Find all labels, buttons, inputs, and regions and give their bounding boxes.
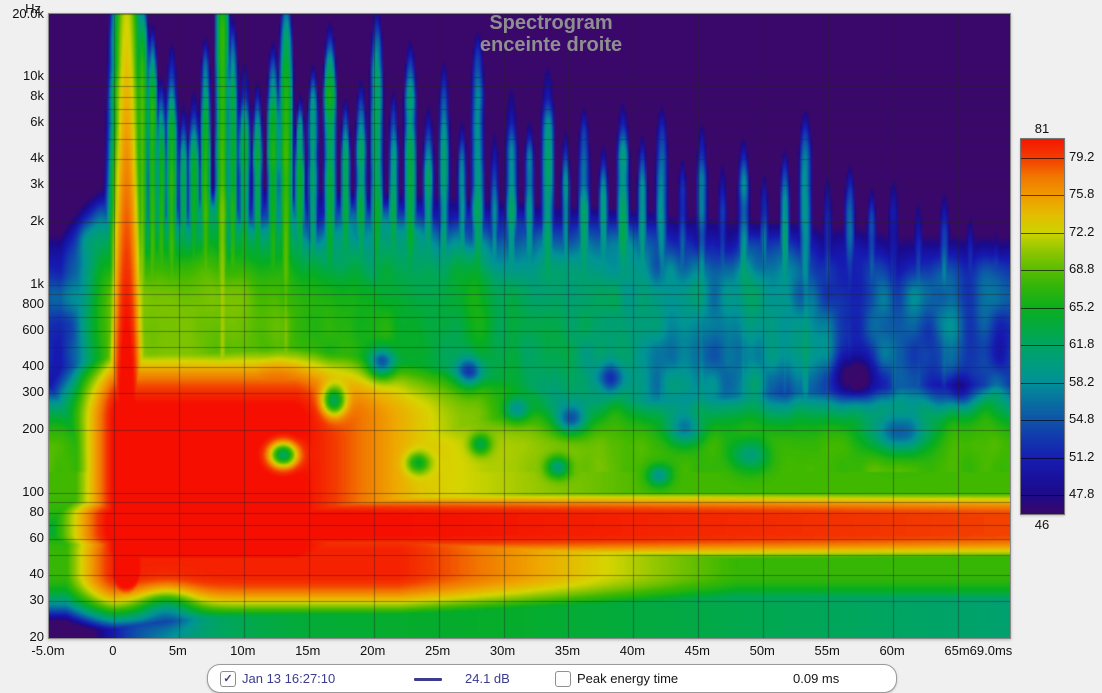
measurement-level-label: 24.1 dB bbox=[465, 671, 510, 686]
x-tick-15m: 15m bbox=[295, 643, 321, 658]
colorbar-max-label: 81 bbox=[1034, 121, 1050, 136]
colorbar-tick-line-79.2 bbox=[1021, 158, 1064, 160]
x-tick-65m: 65m bbox=[944, 643, 970, 658]
y-tick-300: 300 bbox=[22, 384, 44, 400]
y-tick-80: 80 bbox=[29, 503, 44, 519]
x-tick-25m: 25m bbox=[424, 643, 451, 658]
y-tick-2k: 2k bbox=[30, 213, 44, 228]
y-tick-8k: 8k bbox=[30, 87, 44, 103]
x-tick-10m: 10m bbox=[230, 643, 256, 658]
x-tick-20m: 20m bbox=[360, 643, 386, 658]
x-tick-5m: 5m bbox=[168, 643, 187, 658]
colorbar-tick-line-65.2 bbox=[1021, 308, 1064, 310]
colorbar-tick-label-65.2: 65.2 bbox=[1069, 299, 1095, 315]
x-tick--5.0m: -5.0m bbox=[31, 643, 65, 658]
peak-energy-time-checkbox[interactable] bbox=[555, 671, 571, 687]
colorbar-tick-line-51.2 bbox=[1021, 458, 1064, 460]
colorbar-tick-label-58.2: 58.2 bbox=[1069, 374, 1095, 390]
y-tick-20.0k: 20.0k bbox=[12, 6, 44, 21]
colorbar-tick-line-61.8 bbox=[1021, 344, 1064, 346]
colorbar-tick-label-54.8: 54.8 bbox=[1069, 410, 1095, 426]
x-tick-0: 0 bbox=[109, 643, 117, 658]
colorbar-tick-line-54.8 bbox=[1021, 419, 1064, 421]
peak-energy-time-label: Peak energy time bbox=[577, 671, 679, 686]
y-tick-400: 400 bbox=[22, 358, 44, 374]
measurement-label[interactable]: Jan 13 16:27:10 bbox=[242, 671, 336, 686]
y-tick-60: 60 bbox=[29, 529, 44, 545]
x-tick-35m: 35m bbox=[554, 643, 581, 658]
grid-overlay-canvas bbox=[49, 14, 1010, 638]
colorbar-min-label: 46 bbox=[1034, 517, 1050, 532]
colorbar-tick-label-72.2: 72.2 bbox=[1069, 224, 1095, 240]
plot-area[interactable] bbox=[48, 13, 1011, 639]
colorbar-tick-label-68.8: 68.8 bbox=[1069, 260, 1095, 276]
colorbar bbox=[1020, 138, 1065, 515]
y-tick-600: 600 bbox=[22, 321, 44, 337]
x-tick-40m: 40m bbox=[619, 643, 646, 658]
y-tick-4k: 4k bbox=[30, 150, 44, 166]
x-tick-55m: 55m bbox=[814, 643, 840, 658]
y-tick-40: 40 bbox=[29, 566, 44, 582]
x-tick-30m: 30m bbox=[489, 643, 516, 658]
y-tick-3k: 3k bbox=[30, 176, 44, 192]
legend-bar: ✓ Jan 13 16:27:10 24.1 dB Peak energy ti… bbox=[207, 664, 897, 693]
colorbar-tick-label-47.8: 47.8 bbox=[1069, 485, 1095, 501]
peak-energy-time-value: 0.09 ms bbox=[793, 671, 840, 686]
y-tick-30: 30 bbox=[29, 592, 44, 608]
trace-line-swatch bbox=[414, 678, 442, 681]
y-tick-1k: 1k bbox=[30, 275, 44, 291]
x-tick-69.0ms: 69.0ms bbox=[969, 643, 1013, 658]
y-tick-6k: 6k bbox=[30, 113, 44, 129]
y-tick-200: 200 bbox=[22, 421, 44, 436]
y-axis-unit-label: Hz bbox=[25, 1, 41, 16]
x-tick-45m: 45m bbox=[684, 643, 710, 658]
colorbar-tick-line-68.8 bbox=[1021, 269, 1064, 271]
colorbar-tick-line-47.8 bbox=[1021, 494, 1064, 496]
colorbar-tick-line-75.8 bbox=[1021, 194, 1064, 196]
colorbar-tick-label-61.8: 61.8 bbox=[1069, 335, 1095, 351]
y-tick-20: 20 bbox=[29, 629, 44, 644]
measurement-checkbox[interactable]: ✓ bbox=[220, 671, 236, 687]
colorbar-tick-label-51.2: 51.2 bbox=[1069, 449, 1095, 465]
colorbar-tick-label-79.2: 79.2 bbox=[1069, 149, 1095, 165]
y-tick-800: 800 bbox=[22, 295, 44, 311]
colorbar-tick-line-72.2 bbox=[1021, 233, 1064, 235]
colorbar-tick-line-58.2 bbox=[1021, 383, 1064, 385]
y-tick-100: 100 bbox=[22, 483, 44, 499]
x-tick-60m: 60m bbox=[879, 643, 905, 658]
colorbar-tick-label-75.8: 75.8 bbox=[1069, 185, 1095, 201]
x-tick-50m: 50m bbox=[749, 643, 775, 658]
y-tick-10k: 10k bbox=[23, 67, 44, 83]
